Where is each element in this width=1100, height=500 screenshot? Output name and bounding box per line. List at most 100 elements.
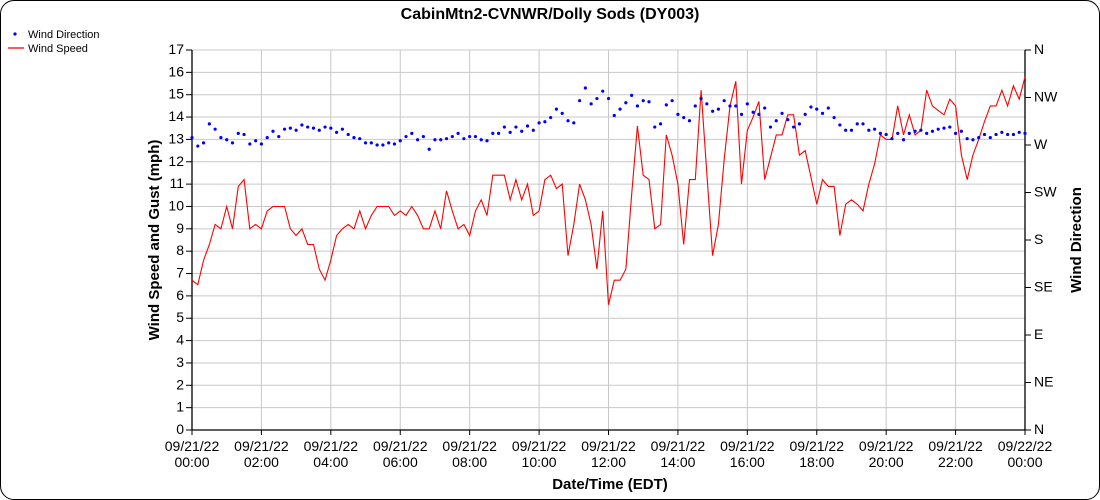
wind-direction-point [462, 137, 466, 141]
wind-direction-point [757, 112, 761, 116]
wind-direction-point [820, 111, 825, 115]
wind-direction-point [601, 89, 605, 93]
wind-direction-point [867, 128, 871, 132]
series [190, 76, 1027, 305]
wind-direction-point [531, 128, 535, 132]
wind-direction-point [635, 104, 640, 108]
wind-direction-point [647, 100, 651, 104]
wind-direction-point [311, 126, 316, 130]
wind-direction-point [369, 141, 373, 145]
wind-direction-point [323, 125, 327, 129]
y-tick-label: 0 [176, 421, 184, 437]
wind-direction-point [768, 125, 773, 129]
wind-direction-point [554, 107, 559, 111]
wind-direction-point [387, 141, 391, 145]
x-tick-label-date: 09/21/22 [373, 438, 428, 454]
wind-direction-point [491, 131, 495, 135]
wind-direction-point [335, 130, 339, 134]
wind-direction-point [496, 131, 501, 135]
wind-direction-point [953, 131, 958, 135]
wind-direction-point [514, 125, 518, 129]
y2-tick-label: S [1034, 231, 1043, 247]
wind-direction-point [572, 121, 576, 125]
wind-direction-point [693, 104, 697, 108]
wind-direction-point [1011, 132, 1016, 137]
wind-direction-point [624, 101, 628, 105]
x-tick-label-time: 12:00 [591, 454, 626, 470]
x-tick-label-time: 06:00 [383, 454, 418, 470]
wind-direction-point [925, 131, 929, 135]
axes: 0123456789101112131415161709/21/2200:000… [165, 41, 1058, 470]
wind-direction-point [450, 134, 454, 139]
x-axis-title: Date/Time (EDT) [552, 476, 668, 493]
x-tick-label-time: 20:00 [869, 454, 904, 470]
wind-direction-point [792, 125, 796, 129]
wind-direction-point [682, 115, 686, 120]
wind-direction-point [502, 125, 506, 129]
wind-direction-point [265, 136, 269, 140]
wind-direction-point [473, 134, 478, 139]
x-tick-label-date: 09/22/22 [998, 438, 1053, 454]
wind-direction-point [589, 102, 593, 106]
y-tick-label: 14 [168, 108, 184, 124]
wind-direction-point [196, 144, 200, 148]
wind-direction-point [213, 127, 217, 131]
y-tick-label: 11 [169, 175, 184, 191]
wind-direction-point [832, 115, 836, 120]
wind-direction-point [277, 134, 281, 139]
wind-direction-point [236, 131, 240, 135]
wind-direction-point [207, 122, 211, 126]
wind-direction-point [479, 138, 483, 142]
y2-tick-label: N [1034, 421, 1044, 437]
wind-direction-point [375, 143, 379, 147]
y-tick-label: 5 [176, 309, 184, 325]
legend-direction-label: Wind Direction [28, 29, 100, 41]
wind-direction-point [439, 138, 443, 142]
y-tick-label: 7 [176, 265, 184, 281]
wind-direction-point [468, 134, 472, 139]
wind-direction-point [201, 141, 206, 145]
wind-direction-point [363, 141, 368, 145]
wind-direction-point [294, 128, 298, 132]
wind-direction-point [948, 125, 952, 129]
x-tick-label-date: 09/21/22 [928, 438, 983, 454]
wind-direction-point [612, 113, 616, 118]
wind-direction-point [664, 103, 668, 107]
wind-direction-point [444, 137, 449, 141]
wind-direction-point [433, 138, 437, 142]
x-tick-label-date: 09/21/22 [304, 438, 359, 454]
x-tick-label-date: 09/21/22 [581, 438, 636, 454]
x-tick-label-date: 09/21/22 [651, 438, 706, 454]
wind-direction-point [936, 127, 940, 131]
wind-direction-point [583, 86, 587, 90]
y2-tick-label: SW [1034, 184, 1057, 200]
wind-direction-point [230, 141, 235, 145]
wind-direction-point [340, 127, 345, 131]
wind-direction-point [421, 134, 425, 139]
x-tick-label-date: 09/21/22 [512, 438, 567, 454]
wind-direction-point [248, 142, 252, 146]
y-tick-label: 17 [168, 41, 184, 57]
wind-direction-point [913, 129, 917, 133]
y2-tick-label: NE [1034, 374, 1053, 390]
x-tick-label-time: 00:00 [1007, 454, 1042, 470]
wind-direction-point [676, 112, 680, 116]
y-axis-title: Wind Speed and Gust (mph) [146, 140, 163, 341]
wind-direction-point [595, 96, 599, 101]
wind-direction-point [254, 139, 258, 143]
x-tick-label-time: 02:00 [244, 454, 279, 470]
wind-direction-point [404, 134, 408, 139]
wind-direction-point [427, 147, 431, 151]
wind-direction-point [358, 137, 362, 141]
wind-direction-point [826, 106, 830, 110]
y-tick-label: 8 [176, 242, 184, 258]
chart-title: CabinMtn2-CVNWR/Dolly Sods (DY003) [401, 6, 700, 23]
y2-tick-label: N [1034, 41, 1044, 57]
wind-direction-point [763, 106, 767, 110]
wind-direction-point [809, 105, 813, 109]
wind-direction-point [884, 132, 888, 137]
legend: Wind Direction Wind Speed [8, 29, 100, 55]
wind-direction-point [606, 96, 611, 101]
wind-direction-point [398, 139, 402, 143]
wind-direction-point [907, 131, 911, 135]
